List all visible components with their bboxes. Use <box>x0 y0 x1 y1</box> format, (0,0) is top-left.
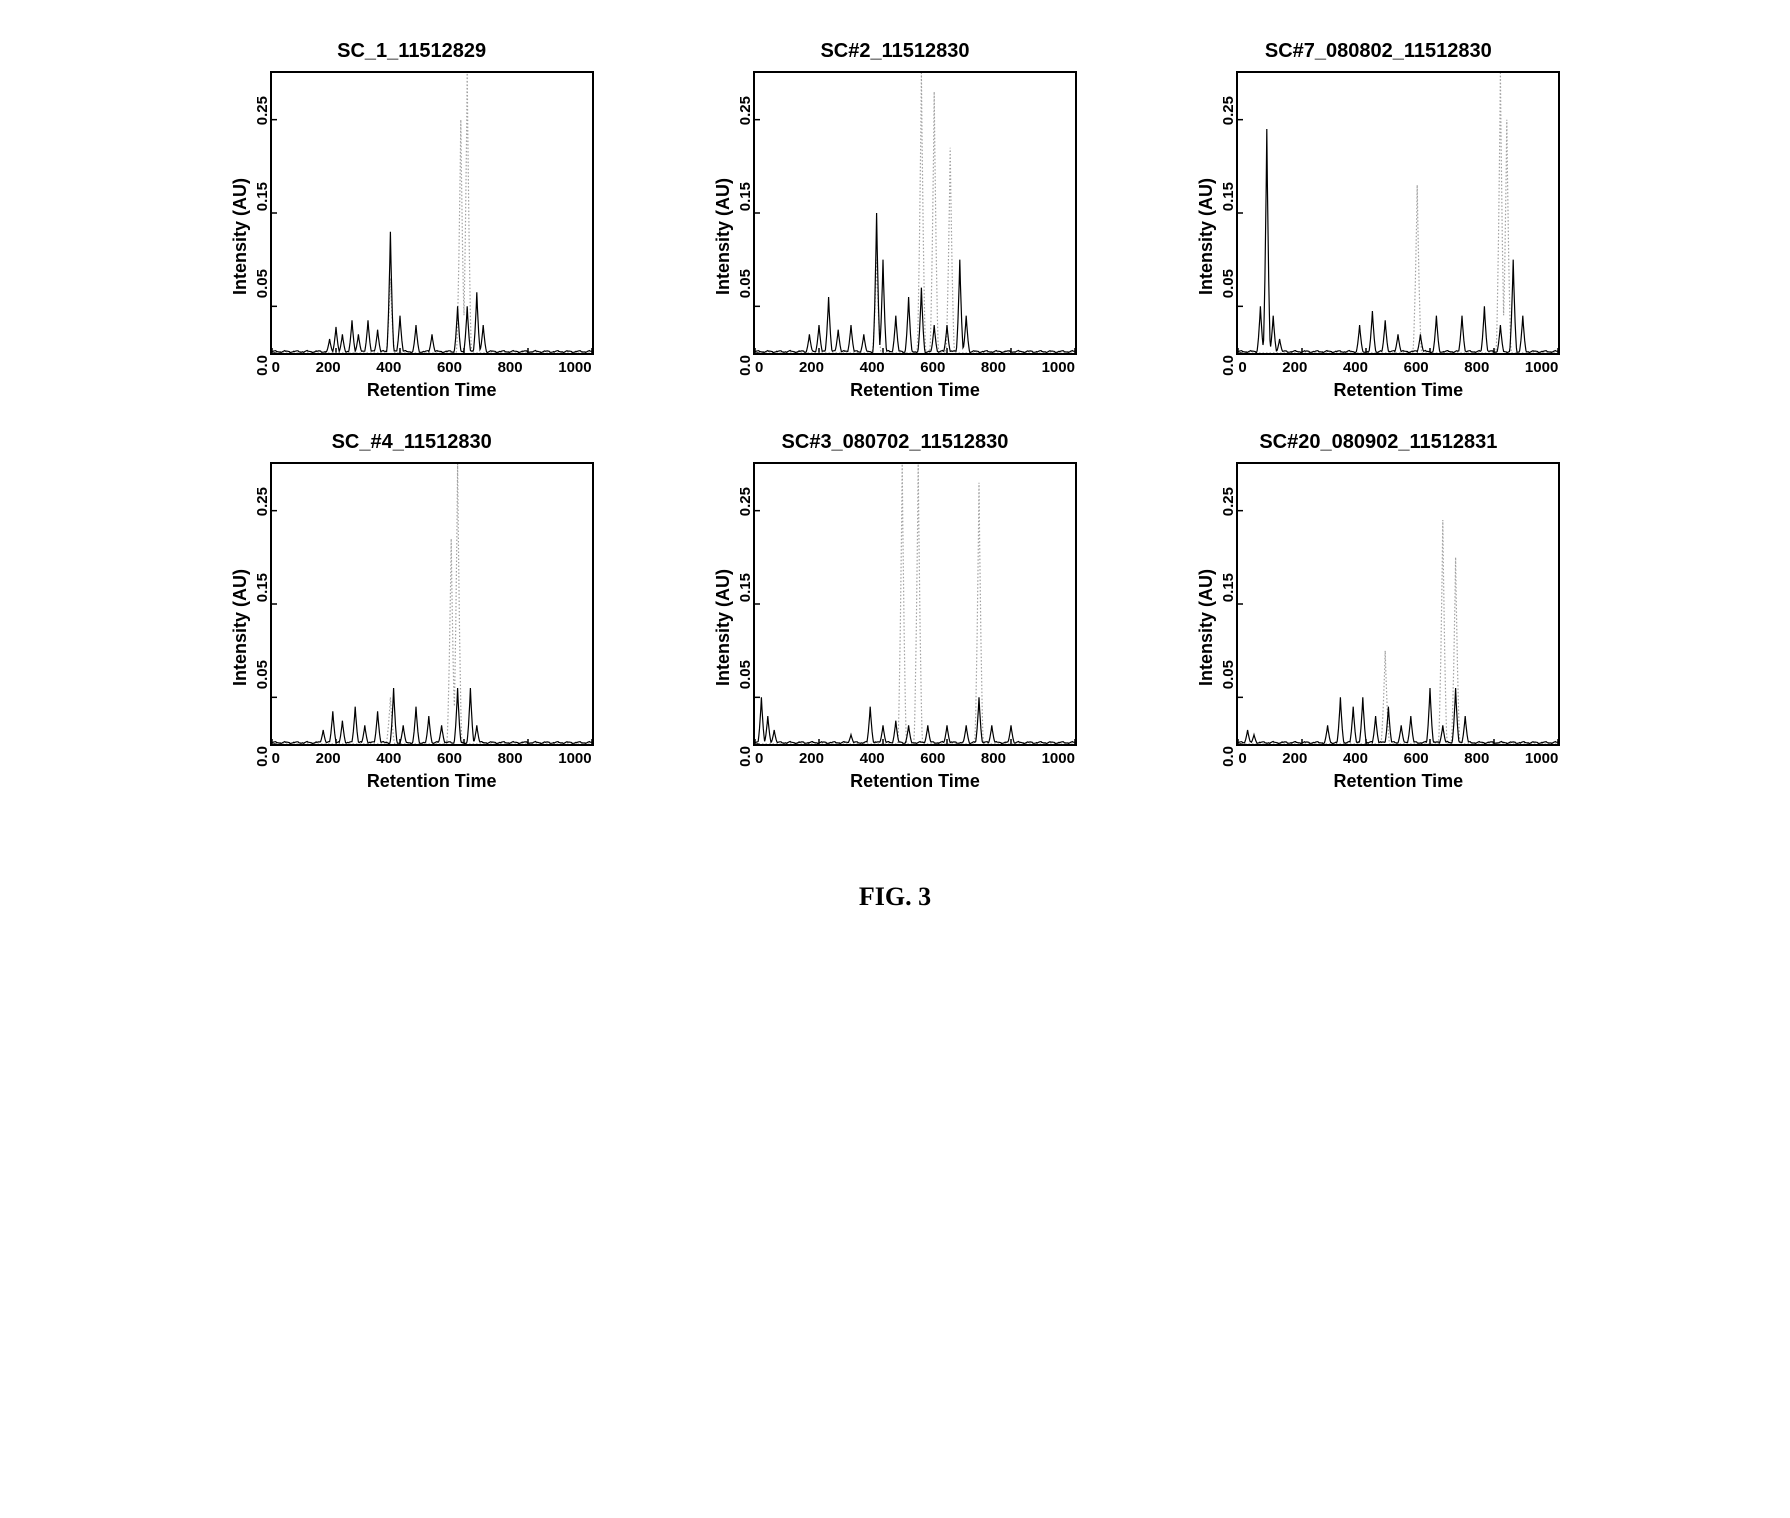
chart-title: SC#20_080902_11512831 <box>1259 431 1497 454</box>
plot-area <box>1236 71 1560 355</box>
plot-area <box>270 462 594 746</box>
x-tick-labels: 02004006008001000 <box>272 750 592 767</box>
plot-area <box>753 71 1077 355</box>
chart-title: SC#2_11512830 <box>820 40 969 63</box>
figure-caption: FIG. 3 <box>40 882 1750 912</box>
chart-panel: SC_#4_11512830 Intensity (AU) 0.250.150.05… <box>195 431 628 792</box>
plot-area <box>1236 462 1560 746</box>
y-axis-label: Intensity (AU) <box>230 178 251 295</box>
x-tick-labels: 02004006008001000 <box>755 359 1075 376</box>
y-tick-labels: 0.250.150.050.0 <box>1221 487 1236 767</box>
x-axis-label: Retention Time <box>1333 380 1463 401</box>
y-tick-labels: 0.250.150.050.0 <box>255 96 270 376</box>
x-axis-label: Retention Time <box>850 771 980 792</box>
y-axis-label: Intensity (AU) <box>230 569 251 686</box>
chart-panel: SC#7_080802_11512830 Intensity (AU) 0.250.… <box>1162 40 1595 401</box>
x-axis-label: Retention Time <box>850 380 980 401</box>
chart-title: SC#7_080802_11512830 <box>1265 40 1492 63</box>
x-tick-labels: 02004006008001000 <box>272 359 592 376</box>
y-axis-label: Intensity (AU) <box>713 569 734 686</box>
x-axis-label: Retention Time <box>367 380 497 401</box>
chart-title: SC_#4_11512830 <box>332 431 492 454</box>
chart-panel: SC#2_11512830 Intensity (AU) 0.250.150.050… <box>678 40 1111 401</box>
x-axis-label: Retention Time <box>1333 771 1463 792</box>
x-axis-label: Retention Time <box>367 771 497 792</box>
chart-panel: SC#3_080702_11512830 Intensity (AU) 0.250.… <box>678 431 1111 792</box>
x-tick-labels: 02004006008001000 <box>1238 359 1558 376</box>
y-axis-label: Intensity (AU) <box>1196 178 1217 295</box>
y-tick-labels: 0.250.150.050.0 <box>738 96 753 376</box>
x-tick-labels: 02004006008001000 <box>755 750 1075 767</box>
chart-panel: SC_1_11512829 Intensity (AU) 0.250.150.050… <box>195 40 628 401</box>
y-axis-label: Intensity (AU) <box>713 178 734 295</box>
x-tick-labels: 02004006008001000 <box>1238 750 1558 767</box>
chart-panel: SC#20_080902_11512831 Intensity (AU) 0.250… <box>1162 431 1595 792</box>
y-tick-labels: 0.250.150.050.0 <box>738 487 753 767</box>
plot-area <box>270 71 594 355</box>
chart-title: SC#3_080702_11512830 <box>782 431 1009 454</box>
y-axis-label: Intensity (AU) <box>1196 569 1217 686</box>
y-tick-labels: 0.250.150.050.0 <box>255 487 270 767</box>
chart-title: SC_1_11512829 <box>337 40 486 63</box>
chart-grid: SC_1_11512829 Intensity (AU) 0.250.150.050… <box>195 40 1595 792</box>
y-tick-labels: 0.250.150.050.0 <box>1221 96 1236 376</box>
plot-area <box>753 462 1077 746</box>
